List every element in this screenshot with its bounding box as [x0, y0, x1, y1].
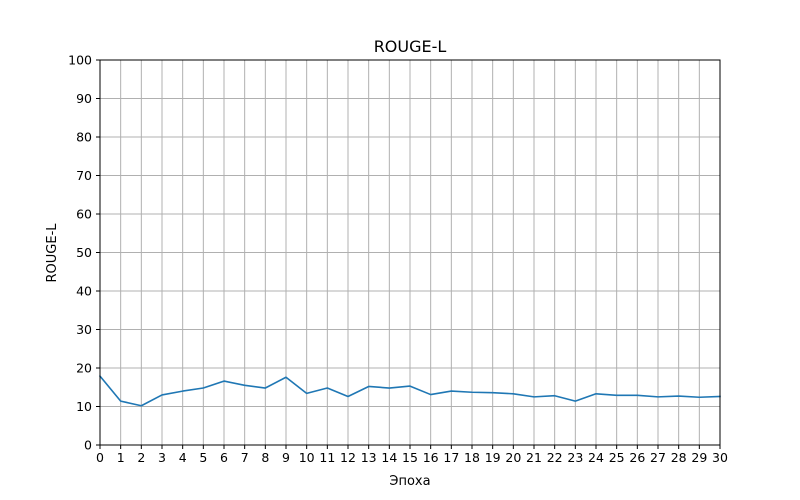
x-tick-label: 6 [220, 450, 228, 465]
x-tick-label: 11 [319, 450, 335, 465]
x-tick-label: 20 [505, 450, 521, 465]
x-axis: 0 1 2 3 4 5 6 7 8 9 10 11 12 13 14 15 16 17 18 19 20 21 22 23 24… [96, 445, 728, 465]
x-tick-label: 14 [381, 450, 397, 465]
y-tick-label: 50 [76, 245, 92, 260]
x-tick-label: 23 [567, 450, 583, 465]
x-tick-label: 17 [443, 450, 459, 465]
y-tick-label: 60 [76, 207, 92, 222]
x-tick-label: 26 [629, 450, 645, 465]
y-tick-label: 40 [76, 284, 92, 299]
y-tick-label: 30 [76, 322, 92, 337]
x-tick-label: 13 [361, 450, 377, 465]
x-tick-label: 28 [671, 450, 687, 465]
x-tick-label: 22 [547, 450, 563, 465]
x-tick-label: 9 [282, 450, 290, 465]
y-tick-label: 90 [76, 91, 92, 106]
y-tick-label: 80 [76, 130, 92, 145]
x-tick-label: 5 [199, 450, 207, 465]
y-tick-label: 100 [68, 53, 92, 68]
x-tick-label: 2 [137, 450, 145, 465]
series-layer [98, 374, 721, 407]
x-tick-label: 18 [464, 450, 480, 465]
x-tick-label: 24 [588, 450, 604, 465]
y-tick-label: 10 [76, 399, 92, 414]
y-tick-label: 70 [76, 168, 92, 183]
chart-title: ROUGE-L [374, 37, 447, 56]
x-tick-label: 29 [691, 450, 707, 465]
x-tick-label: 10 [299, 450, 315, 465]
x-tick-label: 21 [526, 450, 542, 465]
x-tick-label: 19 [485, 450, 501, 465]
x-tick-label: 3 [158, 450, 166, 465]
y-axis: 0 10 20 30 40 50 60 70 80 90 100 [68, 53, 100, 453]
x-tick-label: 27 [650, 450, 666, 465]
x-tick-label: 15 [402, 450, 418, 465]
y-tick-label: 0 [84, 438, 92, 453]
x-tick-label: 4 [179, 450, 187, 465]
y-tick-label: 20 [76, 361, 92, 376]
x-tick-label: 30 [712, 450, 728, 465]
grid-lines [99, 59, 721, 446]
series-line [98, 374, 721, 407]
x-tick-label: 25 [609, 450, 625, 465]
x-tick-label: 12 [340, 450, 356, 465]
x-tick-label: 16 [423, 450, 439, 465]
x-tick-label: 1 [117, 450, 125, 465]
x-tick-label: 8 [261, 450, 269, 465]
x-tick-label: 7 [241, 450, 249, 465]
x-axis-label: Эпоха [389, 474, 430, 489]
x-tick-label: 0 [96, 450, 104, 465]
y-axis-label: ROUGE-L [45, 223, 60, 283]
